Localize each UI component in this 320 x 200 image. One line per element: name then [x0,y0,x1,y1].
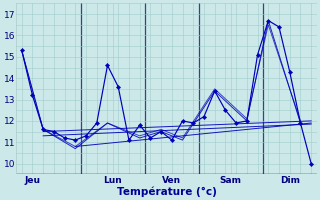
X-axis label: Température (°c): Température (°c) [116,186,216,197]
